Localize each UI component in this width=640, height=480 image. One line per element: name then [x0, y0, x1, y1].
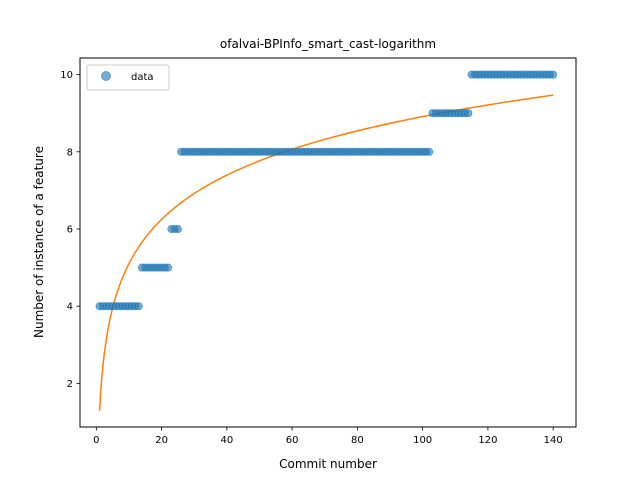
- plot-frame: [79, 57, 577, 428]
- y-tick-label: 10: [60, 70, 73, 81]
- x-axis-label: Commit number: [279, 457, 377, 471]
- x-tick-label: 100: [413, 435, 432, 446]
- x-tick-label: 120: [478, 435, 497, 446]
- fit-line: [98, 94, 554, 411]
- legend-marker-data: [101, 71, 111, 81]
- y-tick-label: 4: [67, 302, 73, 313]
- data-point: [425, 147, 434, 156]
- x-tick-label: 80: [351, 435, 364, 446]
- chart-title: ofalvai-BPInfo_smart_cast-logarithm: [220, 37, 436, 51]
- plot-area: [79, 57, 577, 428]
- x-axis-ticks: 0 20 40 60 80 100 120 140: [93, 427, 563, 446]
- data-point: [464, 109, 473, 118]
- x-tick-label: 140: [544, 435, 563, 446]
- points-layer: [95, 70, 558, 311]
- legend-label-data: data: [131, 72, 154, 83]
- legend: data: [86, 64, 170, 91]
- y-tick-label: 8: [67, 147, 73, 158]
- data-point: [549, 70, 558, 79]
- fit-layer: [98, 94, 554, 411]
- data-point: [164, 263, 173, 272]
- plot-background: [80, 58, 576, 427]
- y-axis-ticks: 2 4 6 8 10: [60, 70, 80, 390]
- data-point: [134, 302, 143, 311]
- y-tick-label: 2: [67, 379, 73, 390]
- x-tick-label: 60: [286, 435, 299, 446]
- x-tick-label: 40: [220, 435, 233, 446]
- data-point: [173, 224, 182, 234]
- x-tick-label: 20: [155, 435, 168, 446]
- x-tick-label: 0: [93, 435, 99, 446]
- y-axis-label: Number of instance of a feature: [32, 146, 46, 338]
- y-tick-label: 6: [67, 224, 73, 235]
- legend-box: [86, 64, 170, 91]
